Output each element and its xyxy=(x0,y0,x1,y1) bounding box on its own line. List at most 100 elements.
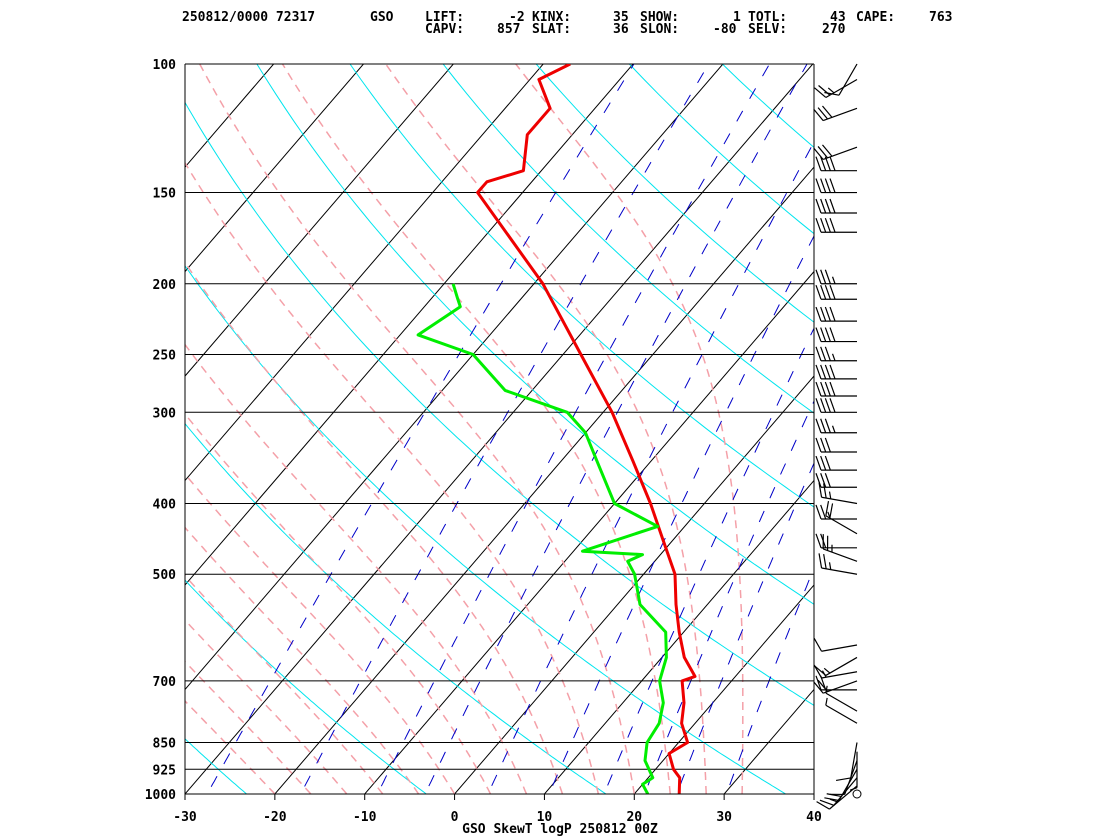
wind-barb xyxy=(815,327,857,343)
moist-adiabat-line xyxy=(185,412,492,794)
barb-flag xyxy=(820,156,827,171)
isotherm-line xyxy=(543,479,814,794)
barb-flag xyxy=(820,178,827,193)
isotherm-line xyxy=(185,64,365,273)
isotherm-line xyxy=(0,48,198,810)
barb-staff xyxy=(821,496,858,505)
barb-flag xyxy=(824,437,831,453)
axes: -30 -20 -10 0 10 20 30 40 xyxy=(173,64,822,825)
header-row-2: CAPV: 857 SLAT: 36 SLON: -80 SELV: 270 xyxy=(0,22,845,172)
barb-flag xyxy=(815,473,822,488)
dry-adiabat-line xyxy=(185,738,248,794)
barb-flag xyxy=(824,797,840,802)
barb-flag xyxy=(815,346,822,361)
wind-barb xyxy=(815,437,857,453)
wind-barb xyxy=(813,144,858,161)
selv-value: 270 xyxy=(822,22,846,37)
barb-staff xyxy=(825,692,858,712)
moist-adiabat-line xyxy=(185,699,276,794)
dry-adiabat-line xyxy=(628,64,814,235)
barb-flag xyxy=(815,269,822,284)
wind-barb xyxy=(815,218,857,233)
barb-flag xyxy=(815,156,822,171)
pressure-tick-label: 400 xyxy=(153,498,177,513)
temperature-tick-label: -10 xyxy=(353,810,377,825)
barb-staff xyxy=(822,680,858,694)
barb-staff xyxy=(850,742,858,779)
barb-staff xyxy=(821,644,858,652)
barb-flag xyxy=(829,306,836,322)
barb-flag xyxy=(820,198,827,214)
cape-value: 763 xyxy=(929,10,953,25)
barb-flag xyxy=(829,285,836,300)
barb-flag xyxy=(824,473,831,488)
profiles xyxy=(416,64,697,794)
slon-label: SLON: xyxy=(640,22,680,37)
wind-barb xyxy=(815,473,857,488)
temperature-tick-label: -30 xyxy=(173,810,197,825)
pressure-tick-label: 200 xyxy=(153,278,177,293)
dry-adiabat-line xyxy=(721,64,814,149)
mixing-ratio-line xyxy=(725,566,814,794)
barb-flag xyxy=(829,398,836,413)
barb-flag xyxy=(813,108,824,122)
barb-staff xyxy=(825,656,858,676)
barb-flag xyxy=(820,285,827,300)
barb-flag xyxy=(820,327,827,342)
barb-staff xyxy=(838,63,858,96)
barb-flag xyxy=(818,553,823,569)
barb-flag xyxy=(815,398,822,413)
dry-adiabat-line xyxy=(535,64,814,323)
barb-flag xyxy=(835,777,851,782)
barb-flag xyxy=(825,500,830,516)
kinx-label: KINX: xyxy=(532,10,572,25)
barb-half-flag xyxy=(827,87,835,94)
barb-flag xyxy=(824,285,831,300)
barb-staff xyxy=(825,78,858,98)
barb-flag xyxy=(829,381,836,397)
date-station-id: 250812/0000 72317 xyxy=(182,10,316,25)
dry-adiabat-line xyxy=(798,48,1120,810)
moist-adiabat-line xyxy=(185,261,564,794)
wind-barb xyxy=(825,500,858,535)
barb-flag xyxy=(818,482,823,498)
barb-flag xyxy=(829,178,836,193)
barb-flag xyxy=(815,455,822,471)
wind-barbs xyxy=(813,63,862,810)
wind-barb xyxy=(815,285,857,300)
barb-staff xyxy=(821,567,858,575)
barb-flag xyxy=(820,364,827,380)
barb-flag xyxy=(824,306,831,322)
barb-flag xyxy=(824,381,831,397)
cape-label: CAPE: xyxy=(856,10,896,25)
barb-flag xyxy=(813,681,824,694)
wind-barb xyxy=(815,418,857,434)
temperature-tick-label: 10 xyxy=(537,810,553,825)
isobars: 100 150 200 250 300 400 500 700 850 925 1000 xyxy=(145,58,814,803)
barb-flag xyxy=(815,381,822,397)
slat-label: SLAT: xyxy=(532,22,572,37)
wind-barb xyxy=(814,78,858,98)
pressure-tick-label: 925 xyxy=(153,763,176,778)
barb-flag xyxy=(815,327,822,342)
barb-staff xyxy=(822,107,858,122)
isotherm-line xyxy=(0,48,108,810)
barb-half-flag xyxy=(831,276,836,284)
capv-label: CAPV: xyxy=(425,22,465,37)
mixing-ratio-line xyxy=(548,234,814,794)
barb-flag xyxy=(820,381,827,397)
moist-adiabat-line xyxy=(185,343,528,794)
barb-flag xyxy=(824,178,831,193)
wind-barb xyxy=(813,638,858,652)
wind-barb xyxy=(815,269,857,285)
isotherm-line xyxy=(723,688,814,794)
barb-flag xyxy=(824,327,831,342)
barb-half-flag xyxy=(823,667,831,674)
wind-barb xyxy=(815,198,857,214)
temperature-tick-label: 0 xyxy=(451,810,459,825)
barb-flag xyxy=(820,504,827,520)
show-value: 1 xyxy=(733,10,741,25)
barb-flag xyxy=(829,327,836,342)
barb-flag xyxy=(824,346,831,361)
barb-flag xyxy=(819,799,835,806)
